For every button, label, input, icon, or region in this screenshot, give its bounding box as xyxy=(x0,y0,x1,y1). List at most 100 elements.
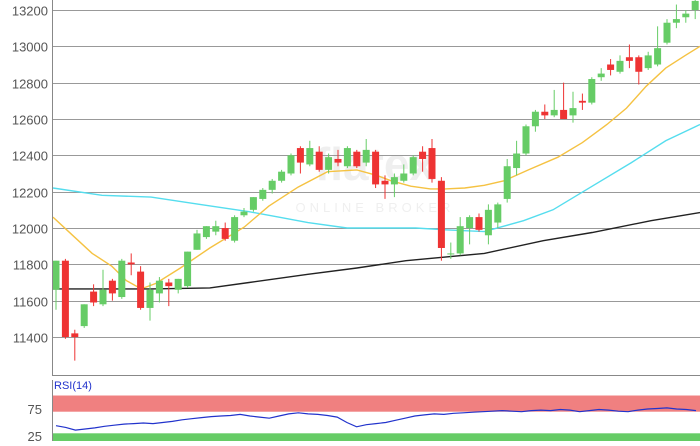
candle xyxy=(221,222,229,241)
candle-body xyxy=(484,209,492,236)
candle-body xyxy=(531,111,539,127)
candle xyxy=(672,4,680,29)
candle xyxy=(644,51,652,70)
candle xyxy=(137,266,145,310)
candle-body xyxy=(635,57,643,72)
candle xyxy=(569,91,577,123)
candle-body xyxy=(682,13,690,18)
candle-body xyxy=(240,211,248,216)
candle-body xyxy=(381,180,389,185)
candle-body xyxy=(597,73,605,78)
price-tick-label: 12200 xyxy=(12,186,48,201)
candle xyxy=(325,153,333,174)
candle-body xyxy=(400,173,408,181)
candle-body xyxy=(607,64,615,70)
price-tick-label: 13200 xyxy=(12,4,48,19)
candle-body xyxy=(343,148,351,167)
candle xyxy=(691,0,699,20)
candle-body xyxy=(522,126,530,154)
candle-body xyxy=(654,48,662,65)
rsi-line xyxy=(55,407,697,431)
candle-body xyxy=(90,291,98,303)
candle-body xyxy=(165,282,173,287)
candle xyxy=(447,242,455,259)
candle xyxy=(437,177,445,261)
candle xyxy=(531,109,539,132)
candle xyxy=(682,10,690,23)
candle xyxy=(372,149,380,189)
price-tick-label: 12000 xyxy=(12,222,48,237)
candle-body xyxy=(578,100,586,103)
candle-body xyxy=(663,22,671,43)
candle xyxy=(635,55,643,85)
price-tick-label: 11600 xyxy=(13,295,48,310)
candle xyxy=(52,260,60,310)
candle-body xyxy=(409,157,417,174)
candle xyxy=(475,213,483,232)
candle xyxy=(428,138,436,183)
candle-body xyxy=(691,0,699,10)
ma-mid-line xyxy=(52,123,700,233)
candle-body xyxy=(127,262,135,265)
candle-body xyxy=(193,233,201,250)
candle xyxy=(503,158,511,203)
candle-body xyxy=(315,151,323,170)
candle-body xyxy=(560,109,568,119)
candle xyxy=(212,220,220,236)
candle-body xyxy=(296,148,304,163)
candle-body xyxy=(503,166,511,199)
price-tick-label: 12600 xyxy=(12,113,48,128)
candle xyxy=(315,146,323,172)
candle xyxy=(174,278,182,294)
candle xyxy=(240,208,248,218)
candle xyxy=(616,55,624,74)
candle xyxy=(625,44,633,69)
candle-body xyxy=(569,108,577,116)
rsi-tick-label: 75 xyxy=(28,402,42,417)
candle xyxy=(522,124,530,156)
candle-body xyxy=(475,217,483,230)
candle-body xyxy=(372,151,380,185)
candle xyxy=(127,253,135,276)
candle xyxy=(362,138,370,167)
candle-body xyxy=(325,157,333,170)
candle-body xyxy=(108,280,116,294)
candle xyxy=(419,146,427,172)
candle xyxy=(466,215,474,245)
candle-body xyxy=(362,149,370,163)
price-tick-label: 13000 xyxy=(12,40,48,55)
candle-body xyxy=(268,180,276,190)
candle xyxy=(343,146,351,169)
price-panel: flatex ONLINE BROKER 1140011600118001200… xyxy=(12,0,700,376)
candle-body xyxy=(221,228,229,239)
candle xyxy=(353,149,361,169)
candle-body xyxy=(513,153,521,169)
candle-body xyxy=(494,204,502,223)
rsi-label: RSI(14) xyxy=(54,380,92,392)
candle xyxy=(108,278,116,301)
candle-body xyxy=(456,226,464,254)
candle-body xyxy=(61,260,69,337)
candle xyxy=(390,173,398,198)
price-tick-label: 12800 xyxy=(12,77,48,92)
candle xyxy=(202,226,210,239)
candle xyxy=(663,19,671,45)
candle xyxy=(607,59,615,76)
candle xyxy=(484,204,492,245)
candle xyxy=(90,284,98,307)
candle-body xyxy=(184,251,192,287)
candle xyxy=(381,175,389,199)
candle-body xyxy=(259,189,267,199)
candle xyxy=(400,164,408,183)
candle xyxy=(146,282,154,321)
candle-body xyxy=(80,304,88,327)
candle xyxy=(334,149,342,167)
candle-body xyxy=(287,155,295,174)
candle xyxy=(597,68,605,81)
candle-body xyxy=(212,226,220,232)
candle xyxy=(541,104,549,119)
price-tick-label: 11800 xyxy=(13,258,48,273)
rsi-band xyxy=(53,395,700,412)
candle-body xyxy=(541,111,549,116)
